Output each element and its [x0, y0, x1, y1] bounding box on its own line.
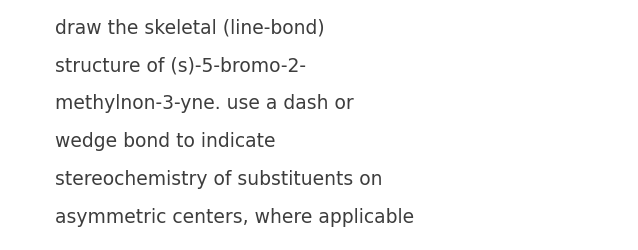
Text: stereochemistry of substituents on: stereochemistry of substituents on [55, 169, 383, 188]
Text: wedge bond to indicate: wedge bond to indicate [55, 132, 276, 150]
Text: draw the skeletal (line-bond): draw the skeletal (line-bond) [55, 18, 325, 37]
Text: structure of (s)-5-bromo-2-: structure of (s)-5-bromo-2- [55, 56, 306, 75]
Text: methylnon-3-yne. use a dash or: methylnon-3-yne. use a dash or [55, 94, 353, 112]
Text: asymmetric centers, where applicable: asymmetric centers, where applicable [55, 207, 414, 226]
